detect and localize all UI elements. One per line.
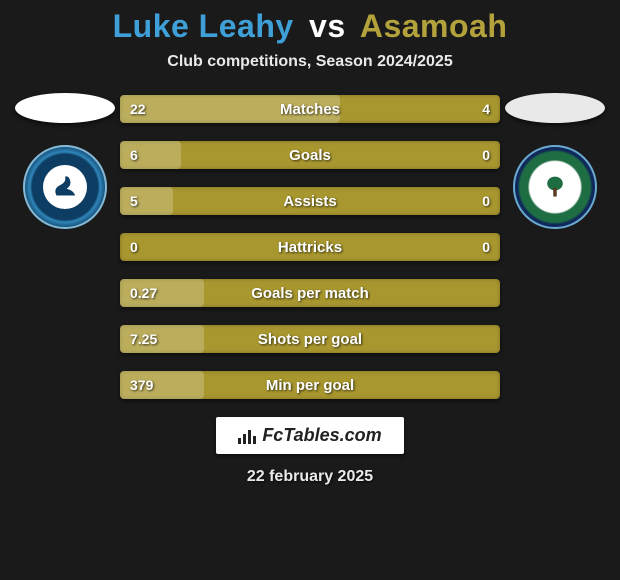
subtitle: Club competitions, Season 2024/2025 xyxy=(0,53,620,71)
right-side xyxy=(500,93,610,229)
player1-photo-placeholder xyxy=(15,93,115,123)
stat-value-left: 0 xyxy=(120,233,148,261)
comparison-card: Luke Leahy vs Asamoah Club competitions,… xyxy=(0,0,620,580)
page-title: Luke Leahy vs Asamoah xyxy=(0,8,620,45)
stat-label: Matches xyxy=(280,101,340,118)
stat-label: Goals per match xyxy=(251,285,369,302)
left-side xyxy=(10,93,120,229)
stat-bar: 5 Assists 0 xyxy=(120,187,500,215)
stat-bar: 0.27 Goals per match xyxy=(120,279,500,307)
chart-icon xyxy=(238,428,256,444)
stat-value-right xyxy=(480,325,500,353)
stat-value-left: 0.27 xyxy=(120,279,167,307)
swan-icon xyxy=(48,170,82,204)
stat-label: Hattricks xyxy=(278,239,342,256)
stat-value-right xyxy=(480,371,500,399)
stat-value-left: 5 xyxy=(120,187,148,215)
stat-bar: 22 Matches 4 xyxy=(120,95,500,123)
content-row: 22 Matches 4 6 Goals 0 5 Assists 0 0 Hattricks 0 0.2… xyxy=(0,93,620,399)
stat-label: Goals xyxy=(289,147,331,164)
player2-name: Asamoah xyxy=(360,8,508,44)
stat-value-left: 22 xyxy=(120,95,156,123)
brand-link[interactable]: FcTables.com xyxy=(216,417,403,454)
stat-value-right: 0 xyxy=(472,141,500,169)
player1-club-badge xyxy=(23,145,107,229)
stat-bar: 379 Min per goal xyxy=(120,371,500,399)
stat-value-left: 379 xyxy=(120,371,163,399)
stat-label: Min per goal xyxy=(266,377,354,394)
stat-value-left: 6 xyxy=(120,141,148,169)
stat-value-left: 7.25 xyxy=(120,325,167,353)
stat-bar: 7.25 Shots per goal xyxy=(120,325,500,353)
stat-value-right xyxy=(480,279,500,307)
player2-club-badge xyxy=(513,145,597,229)
date-label: 22 february 2025 xyxy=(247,468,373,486)
vs-label: vs xyxy=(309,8,346,44)
stat-label: Shots per goal xyxy=(258,331,362,348)
stat-bar: 6 Goals 0 xyxy=(120,141,500,169)
player2-photo-placeholder xyxy=(505,93,605,123)
stat-value-right: 4 xyxy=(472,95,500,123)
stat-value-right: 0 xyxy=(472,187,500,215)
stat-bars: 22 Matches 4 6 Goals 0 5 Assists 0 0 Hattricks 0 0.2… xyxy=(120,93,500,399)
stat-label: Assists xyxy=(283,193,336,210)
stat-value-right: 0 xyxy=(472,233,500,261)
player1-name: Luke Leahy xyxy=(113,8,294,44)
brand-label: FcTables.com xyxy=(262,425,381,446)
tree-icon xyxy=(542,174,568,200)
footer: FcTables.com 22 february 2025 xyxy=(0,417,620,486)
stat-bar: 0 Hattricks 0 xyxy=(120,233,500,261)
